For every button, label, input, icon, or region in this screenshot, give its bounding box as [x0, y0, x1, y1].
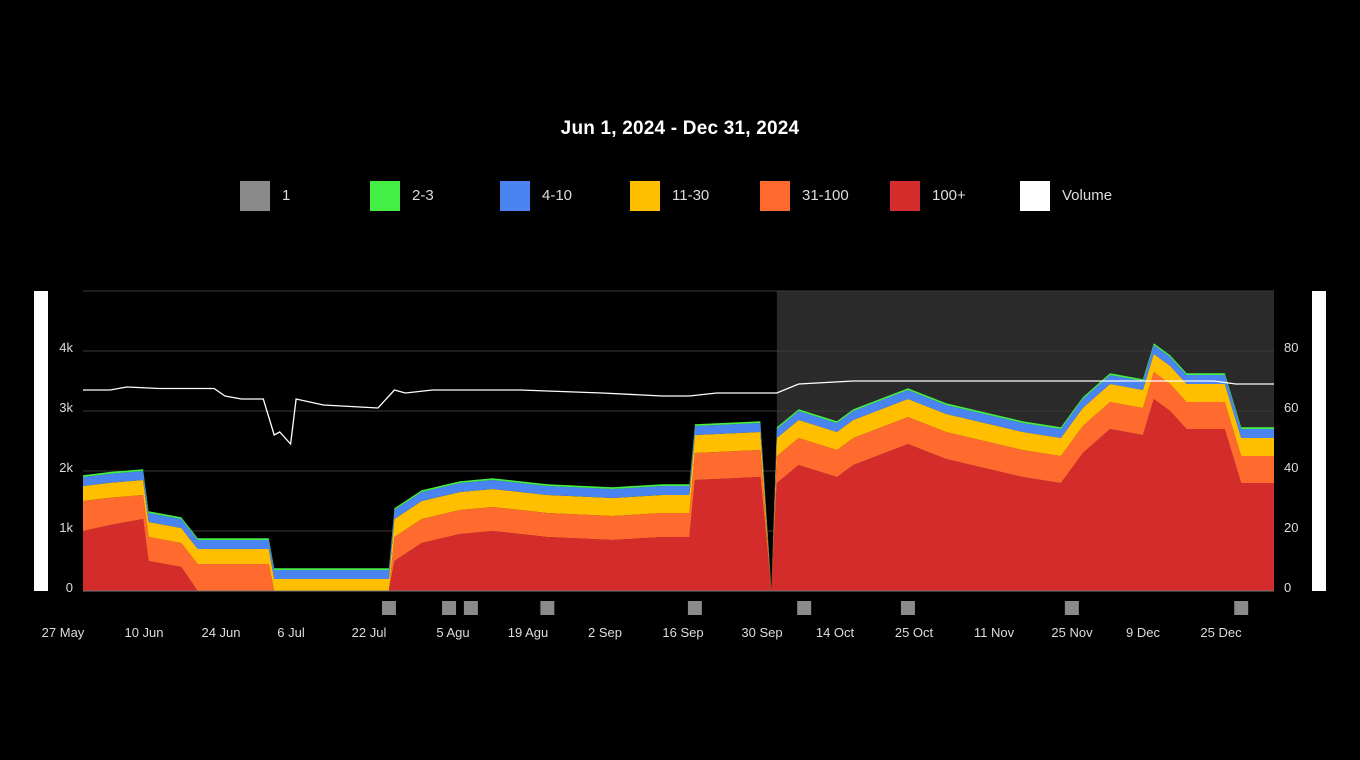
annotation-marker: [1064, 601, 1079, 615]
legend-item-11-30[interactable]: 11-30: [630, 180, 709, 211]
x-tick-label: 19 Agu: [508, 625, 549, 640]
legend-swatch-volume: [1020, 180, 1050, 211]
x-tick-label: 25 Dec: [1200, 625, 1242, 640]
y-right-tick-label: 0: [1284, 580, 1291, 595]
x-tick-label: 25 Oct: [895, 625, 934, 640]
y-right-tick-label: 40: [1284, 460, 1298, 475]
legend-label-11-30: 11-30: [672, 187, 710, 204]
legend-label-4-10: 4-10: [542, 187, 573, 204]
legend-label-100-plus: 100+: [932, 187, 966, 204]
x-tick-label: 25 Nov: [1051, 625, 1093, 640]
annotation-marker: [900, 601, 915, 615]
area-31-100: [83, 372, 1274, 591]
y-left-tick-label: 3k: [59, 400, 73, 415]
volume-line: [83, 380, 1274, 446]
y-left-tick-label: 4k: [59, 340, 73, 355]
area-100-plus: [83, 399, 1274, 591]
x-tick-label: 6 Jul: [277, 625, 305, 640]
x-tick-label: 24 Jun: [201, 625, 240, 640]
x-tick-label: 30 Sep: [741, 625, 782, 640]
legend-item-volume[interactable]: Volume: [1020, 180, 1112, 211]
legend-item-1[interactable]: 1: [240, 180, 290, 211]
annotation-marker: [463, 601, 478, 615]
y-right-tick-label: 20: [1284, 520, 1298, 535]
y-left-tick-label: 1k: [59, 520, 73, 535]
x-tick-label: 9 Dec: [1126, 625, 1160, 640]
legend-item-100-plus[interactable]: 100+: [890, 180, 966, 211]
chart-legend: 1 2-3 4-10 11-30 31-100 100+ Volume: [0, 180, 1360, 212]
legend-swatch-4-10: [500, 180, 530, 211]
x-tick-label: 11 Nov: [974, 625, 1015, 640]
right-axis-bar: [1312, 291, 1326, 591]
legend-label-volume: Volume: [1062, 187, 1113, 204]
legend-item-31-100[interactable]: 31-100: [760, 180, 849, 211]
chart-title: Jun 1, 2024 - Dec 31, 2024: [560, 118, 800, 139]
x-tick-label: 10 Jun: [124, 625, 163, 640]
legend-swatch-2-3: [370, 180, 400, 211]
x-tick-label: 2 Sep: [588, 625, 622, 640]
x-tick-label: 22 Jul: [352, 625, 387, 640]
annotation-marker: [540, 601, 555, 615]
x-tick-label: 16 Sep: [662, 625, 703, 640]
annotation-marker: [1234, 601, 1249, 615]
legend-item-4-10[interactable]: 4-10: [500, 180, 572, 211]
annotation-marker: [687, 601, 702, 615]
x-tick-label: 5 Agu: [436, 625, 469, 640]
legend-item-2-3[interactable]: 2-3: [370, 180, 434, 211]
legend-label-2-3: 2-3: [412, 187, 434, 204]
x-tick-label: 14 Oct: [816, 625, 855, 640]
legend-label-31-100: 31-100: [802, 187, 849, 204]
legend-label-1: 1: [282, 187, 291, 204]
annotation-marker: [797, 601, 812, 615]
legend-swatch-31-100: [760, 180, 790, 211]
y-right-tick-label: 80: [1284, 340, 1298, 355]
y-right-tick-label: 60: [1284, 400, 1298, 415]
left-axis-bar: [34, 291, 48, 591]
y-left-tick-label: 2k: [59, 460, 73, 475]
legend-swatch-100-plus: [890, 180, 920, 211]
annotation-marker: [442, 601, 457, 615]
y-left-tick-label: 0: [66, 580, 73, 595]
x-tick-label: 27 May: [42, 625, 85, 640]
legend-swatch-11-30: [630, 180, 660, 211]
legend-swatch-1: [240, 180, 270, 211]
annotation-marker: [381, 601, 396, 615]
